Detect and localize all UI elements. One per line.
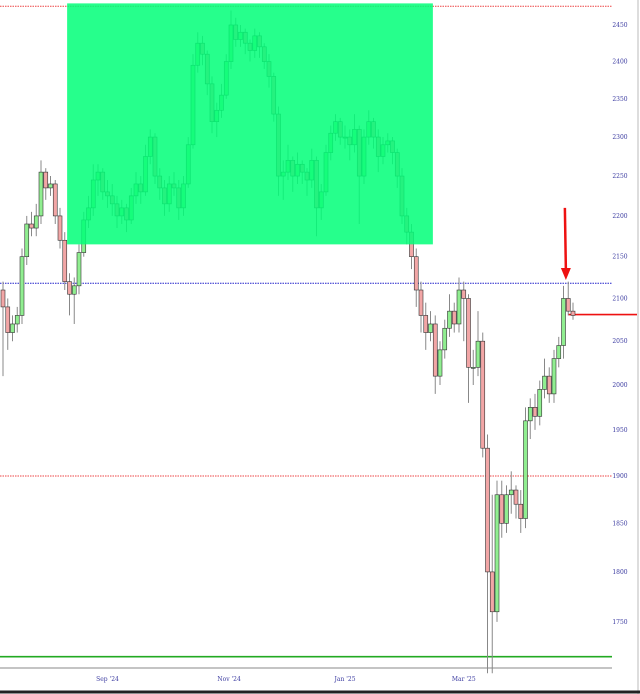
candle-body bbox=[499, 494, 505, 524]
candle-body bbox=[542, 375, 547, 390]
x-tick-label: Mar '25 bbox=[452, 676, 476, 683]
y-tick-label: 2450 bbox=[612, 22, 627, 29]
y-tick-label: 2000 bbox=[612, 382, 627, 389]
candle-body bbox=[38, 171, 44, 217]
candle-body bbox=[494, 494, 500, 613]
candle-body bbox=[456, 289, 462, 325]
candle-body bbox=[442, 327, 448, 351]
x-tick-label: Sep '24 bbox=[96, 676, 119, 683]
candle-body bbox=[0, 289, 6, 308]
y-tick-label: 1750 bbox=[612, 619, 627, 626]
y-tick-label: 2400 bbox=[612, 59, 627, 66]
highlight-zone bbox=[67, 3, 433, 245]
candle-body bbox=[14, 315, 20, 325]
candle-body bbox=[461, 289, 467, 299]
candle-body bbox=[19, 256, 25, 316]
candle-body bbox=[33, 215, 39, 229]
x-tick-label: Jan '25 bbox=[333, 676, 355, 683]
candle-body bbox=[428, 323, 433, 333]
candle-body bbox=[508, 489, 514, 496]
candle-body bbox=[537, 389, 543, 417]
candle-body bbox=[24, 223, 30, 258]
candle-body bbox=[418, 289, 424, 316]
candle-body bbox=[447, 310, 452, 329]
y-tick-label: 1900 bbox=[612, 473, 627, 480]
candle-body bbox=[10, 323, 15, 333]
x-tick-label: Nov '24 bbox=[217, 676, 241, 683]
candle-body bbox=[527, 407, 533, 422]
candle-body bbox=[518, 503, 524, 519]
candle-body bbox=[504, 494, 509, 524]
y-tick-label: 1850 bbox=[612, 520, 627, 527]
candle-body bbox=[62, 239, 68, 282]
y-tick-label: 2350 bbox=[612, 96, 627, 103]
candle-body bbox=[551, 358, 557, 395]
candle-body bbox=[43, 171, 49, 189]
candle-body bbox=[451, 310, 457, 325]
y-tick-label: 2150 bbox=[612, 254, 627, 261]
candle-body bbox=[423, 315, 429, 333]
candle-body bbox=[489, 571, 495, 613]
candle-body bbox=[485, 447, 490, 573]
candle-body bbox=[480, 340, 486, 449]
candle-body bbox=[513, 489, 519, 505]
candle-body bbox=[475, 340, 481, 368]
y-tick-label: 2100 bbox=[612, 295, 627, 302]
candle-body bbox=[532, 407, 538, 417]
candle-body bbox=[71, 285, 77, 295]
candle-body bbox=[48, 183, 53, 189]
candle-body bbox=[437, 349, 443, 377]
candle-body bbox=[470, 367, 476, 369]
y-tick-label: 1800 bbox=[612, 569, 627, 576]
candle-body bbox=[561, 298, 566, 346]
candle-body bbox=[546, 375, 552, 395]
y-tick-label: 2300 bbox=[612, 134, 627, 141]
candle-body bbox=[565, 298, 571, 312]
candle-body bbox=[5, 306, 11, 333]
arrow-head-icon bbox=[560, 267, 571, 280]
y-tick-label: 2200 bbox=[612, 213, 627, 220]
candle-body bbox=[57, 215, 63, 241]
candle-body bbox=[413, 256, 419, 291]
candle-body bbox=[570, 310, 576, 316]
y-tick-label: 1950 bbox=[612, 427, 627, 434]
candle-body bbox=[29, 223, 34, 229]
y-tick-label: 2250 bbox=[612, 173, 627, 180]
y-tick-label: 2050 bbox=[612, 338, 627, 345]
arrow-shaft bbox=[563, 207, 568, 270]
candle-body bbox=[523, 420, 528, 519]
candle-body bbox=[67, 281, 72, 295]
candle-body bbox=[466, 298, 471, 368]
candle-body bbox=[52, 183, 58, 217]
candle-body bbox=[76, 252, 82, 287]
candle-body bbox=[432, 323, 438, 377]
candle-body bbox=[556, 345, 562, 359]
